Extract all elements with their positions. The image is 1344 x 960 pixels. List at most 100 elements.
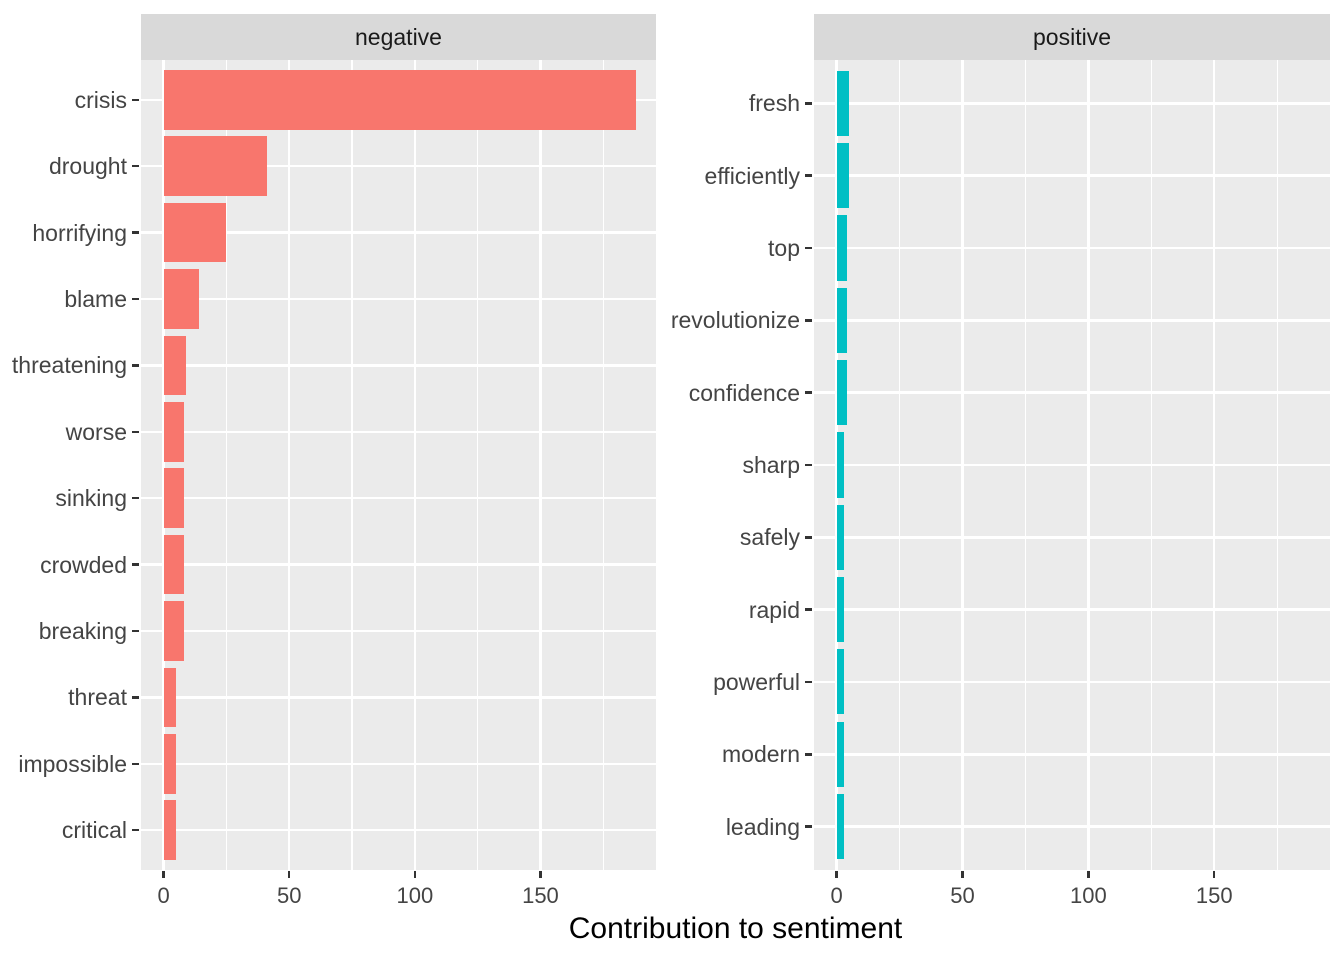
y-axis-label-worse: worse [65, 418, 127, 445]
gridline-major-horizontal [814, 608, 1330, 611]
gridline-major-horizontal [814, 174, 1330, 177]
y-tick [132, 696, 139, 699]
facet-strip-label-positive: positive [1033, 23, 1111, 50]
y-axis-label-blame: blame [64, 286, 127, 313]
y-axis-label-efficiently: efficiently [704, 162, 800, 189]
bar-worse [163, 401, 184, 462]
gridline-minor-vertical [225, 60, 227, 870]
bar-crisis [163, 69, 636, 130]
x-tick [1087, 871, 1090, 878]
x-tick-label: 100 [1070, 883, 1107, 908]
gridline-major-horizontal [814, 319, 1330, 322]
bar-impossible [163, 733, 177, 794]
gridline-major-vertical [287, 60, 291, 870]
x-tick-label: 150 [1195, 883, 1233, 908]
facet-strip-label-negative: negative [355, 23, 442, 50]
y-tick [805, 753, 812, 756]
gridline-major-horizontal [141, 430, 656, 434]
gridline-minor-vertical [602, 60, 604, 870]
gridline-major-horizontal [814, 463, 1330, 467]
bar-efficiently [836, 143, 850, 209]
y-tick [805, 102, 812, 105]
x-tick-label: 0 [157, 883, 170, 908]
bar-revolutionize [836, 287, 847, 353]
x-tick [413, 871, 417, 878]
gridline-major-horizontal [814, 391, 1330, 394]
y-tick [132, 496, 139, 500]
gridline-major-horizontal [141, 364, 656, 367]
gridline-major-horizontal [141, 696, 656, 699]
bar-blame [163, 269, 199, 329]
y-axis-label-sharp: sharp [742, 452, 800, 478]
bar-fresh [836, 70, 850, 136]
y-axis-label-rapid: rapid [748, 596, 800, 623]
gridline-major-vertical [162, 60, 165, 870]
x-tick [162, 871, 165, 878]
bar-breaking [163, 601, 184, 661]
bar-critical [163, 800, 177, 861]
facet-strip-positive: positive [814, 14, 1330, 60]
gridline-major-vertical [413, 60, 417, 870]
x-axis-title: Contribution to sentiment [568, 912, 903, 945]
y-tick [805, 319, 812, 322]
gridline-major-horizontal [141, 762, 656, 766]
y-tick [132, 297, 139, 301]
gridline-major-horizontal [814, 102, 1330, 105]
bar-horrifying [163, 202, 227, 263]
y-axis-label-fresh: fresh [748, 90, 800, 117]
bar-sinking [163, 468, 184, 529]
y-axis-label-powerful: powerful [713, 668, 800, 695]
gridline-major-horizontal [141, 164, 656, 168]
x-tick [287, 871, 291, 878]
y-tick [805, 463, 812, 467]
gridline-major-horizontal [141, 629, 656, 633]
y-axis-label-confidence: confidence [688, 379, 800, 406]
bar-threat [163, 667, 177, 728]
plot-panel-positive [814, 60, 1330, 870]
bar-confidence [836, 360, 847, 426]
y-tick [132, 164, 139, 168]
bar-leading [836, 794, 845, 860]
y-axis-label-threatening: threatening [11, 352, 127, 379]
y-axis-label-threat: threat [68, 684, 127, 711]
bar-crowded [163, 534, 184, 595]
y-tick [805, 391, 812, 394]
gridline-major-horizontal [814, 246, 1330, 250]
x-tick [835, 871, 838, 878]
y-axis-label-sinking: sinking [55, 485, 127, 512]
bar-threatening [163, 335, 187, 396]
gridline-major-horizontal [141, 297, 656, 301]
y-tick [805, 825, 812, 828]
x-tick-label: 100 [396, 883, 434, 908]
y-tick [805, 174, 812, 177]
gridline-major-horizontal [814, 680, 1330, 684]
y-tick [805, 680, 812, 684]
facet-strip-negative: negative [141, 14, 656, 60]
bar-top [836, 215, 847, 281]
y-axis-label-crisis: crisis [74, 86, 127, 113]
y-axis-label-leading: leading [725, 813, 800, 840]
y-tick [132, 430, 139, 434]
gridline-minor-vertical [351, 60, 353, 870]
y-tick [805, 608, 812, 611]
y-axis-label-horrifying: horrifying [32, 219, 127, 246]
bar-safely [836, 504, 845, 570]
y-tick [132, 563, 139, 566]
y-axis-label-impossible: impossible [18, 750, 127, 777]
y-tick [132, 828, 139, 832]
y-axis-label-critical: critical [61, 817, 127, 844]
gridline-major-horizontal [141, 828, 656, 832]
x-tick-label: 0 [830, 883, 843, 908]
y-axis-label-top: top [768, 235, 800, 262]
x-tick [539, 871, 542, 878]
gridline-major-horizontal [814, 825, 1330, 828]
y-axis-label-crowded: crowded [40, 551, 127, 578]
bar-rapid [836, 577, 845, 643]
gridline-major-horizontal [141, 563, 656, 566]
y-tick [132, 762, 139, 766]
x-tick-label: 150 [522, 883, 559, 908]
gridline-major-horizontal [814, 536, 1330, 539]
y-axis-label-revolutionize: revolutionize [670, 307, 800, 334]
x-tick-label: 50 [950, 883, 975, 908]
